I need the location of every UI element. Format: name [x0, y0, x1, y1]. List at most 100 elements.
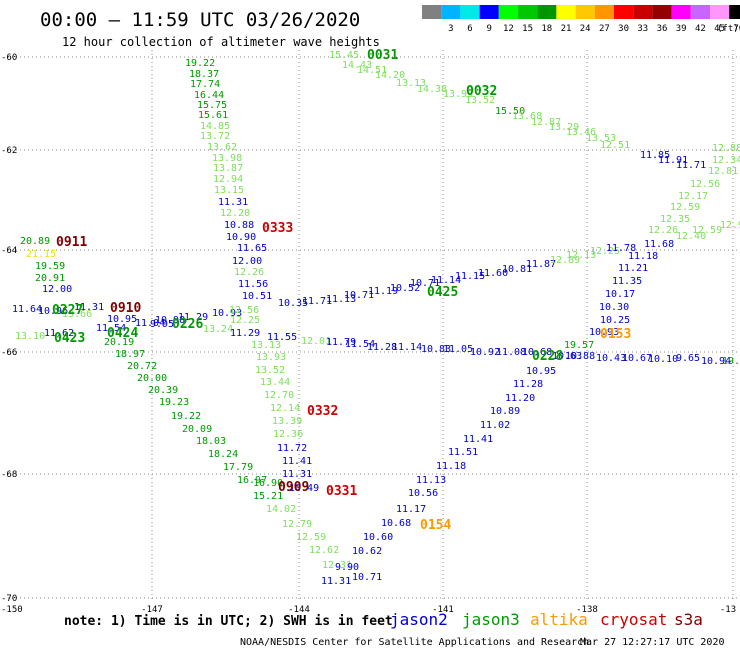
- swh-value: 11.19: [368, 286, 398, 297]
- swh-value: 11.71: [676, 160, 706, 171]
- satellite-legend-item: jason3: [462, 610, 520, 629]
- map-title: 00:00 – 11:59 UTC 03/26/2020: [40, 9, 360, 31]
- swh-value: 11.08: [496, 347, 526, 358]
- latitude-label: -60: [1, 53, 17, 63]
- swh-value: 14.43: [342, 60, 372, 71]
- swh-value: 10.17: [605, 289, 635, 300]
- footer-credit: NOAA/NESDIS Center for Satellite Applica…: [240, 637, 589, 648]
- swh-value: 20.91: [35, 273, 65, 284]
- swh-value: 10.95: [107, 314, 137, 325]
- legend-swatch: [729, 5, 740, 19]
- legend-tick-label: 15: [522, 24, 533, 34]
- swh-value: 11.60: [478, 268, 508, 279]
- track-label: 0031: [367, 48, 398, 63]
- swh-value: 12.26: [648, 225, 678, 236]
- swh-value: 19.23: [159, 397, 189, 408]
- latitude-label: -62: [1, 146, 17, 156]
- swh-value: 10.88: [565, 351, 595, 362]
- legend-swatch: [460, 5, 480, 19]
- swh-value: 11.17: [396, 504, 426, 515]
- swh-value: 18.97: [115, 349, 145, 360]
- swh-value: 12.01: [301, 336, 331, 347]
- legend-swatch: [556, 5, 576, 19]
- swh-value: 11.18: [628, 251, 658, 262]
- swh-value: 11.02: [480, 420, 510, 431]
- swh-value: 17.79: [223, 462, 253, 473]
- track-label: 0032: [466, 84, 497, 99]
- legend-tick-label: 33: [637, 24, 648, 34]
- swh-value: 10.71: [352, 572, 382, 583]
- legend-tick-label: 36: [657, 24, 668, 34]
- swh-value: 11.14: [431, 275, 461, 286]
- swh-value: 12.26: [234, 267, 264, 278]
- swh-value: 14.51: [357, 65, 387, 76]
- swh-value: 13.87: [213, 163, 243, 174]
- legend-tick-label: 24: [580, 24, 591, 34]
- swh-value: 11.64: [12, 304, 42, 315]
- swh-value: 11.91: [658, 155, 688, 166]
- swh-value: 14.85: [200, 121, 230, 132]
- legend-tick-label: 18: [541, 24, 552, 34]
- swh-value: 11.21: [618, 263, 648, 274]
- swh-value: 11.18: [436, 461, 466, 472]
- swh-value: 12.93: [720, 220, 740, 231]
- swh-value: 11.04: [135, 318, 165, 329]
- legend-tick-label: 21: [561, 24, 572, 34]
- track-id-labels: 0031 0032 0333 0911 0910 0227 0423 0424 0226 0425…: [52, 48, 631, 533]
- swh-value: 11.28: [367, 342, 397, 353]
- swh-value: 10.95: [526, 366, 556, 377]
- swh-value: 10.90: [226, 232, 256, 243]
- swh-value: 11.14: [392, 342, 422, 353]
- track-label: 0226: [172, 317, 203, 332]
- swh-value: 20.00: [137, 373, 167, 384]
- swh-value: 12.79: [282, 519, 312, 530]
- track-label: 0423: [54, 331, 85, 346]
- swh-value: 9.95: [150, 319, 174, 330]
- track-label: 0154: [420, 518, 451, 533]
- swh-value: 11.78: [606, 243, 636, 254]
- swh-value: 10.62: [352, 546, 382, 557]
- swh-value: 10.96: [38, 306, 68, 317]
- legend-swatch: [671, 5, 691, 19]
- wave-height-observations: 15.4514.4314.5114.2013.1314.3813.9313.52…: [12, 50, 740, 587]
- swh-value: 10.60: [363, 532, 393, 543]
- swh-value: 13.68: [512, 111, 542, 122]
- swh-value: 15.75: [197, 100, 227, 111]
- swh-value: 10.89: [490, 406, 520, 417]
- swh-value: 11.20: [505, 393, 535, 404]
- swh-value: 10.51: [242, 291, 272, 302]
- latitude-label: -68: [1, 470, 17, 480]
- swh-value: 12.25: [590, 246, 620, 257]
- swh-value: 13.62: [207, 142, 237, 153]
- swh-value: 16.44: [194, 90, 224, 101]
- swh-value: 11.31: [74, 302, 104, 313]
- legend-tick-label: 42: [695, 24, 706, 34]
- swh-value: 11.35: [612, 276, 642, 287]
- swh-value: 10.43: [596, 353, 626, 364]
- longitude-label: -147: [141, 605, 163, 615]
- swh-value: 10.71: [344, 290, 374, 301]
- swh-value: 20.39: [148, 385, 178, 396]
- track-label: 0333: [262, 221, 293, 236]
- swh-value: 11.55: [267, 332, 297, 343]
- legend-tick-label: 45: [714, 24, 725, 34]
- swh-value: 11.41: [282, 456, 312, 467]
- legend-tick-label: 27: [599, 24, 610, 34]
- legend-swatch: [575, 5, 595, 19]
- swh-value: 11.68: [644, 239, 674, 250]
- legend-swatch: [518, 5, 538, 19]
- track-label: 0425: [427, 285, 458, 300]
- track-label: 0911: [56, 235, 87, 250]
- swh-value: 12.34: [712, 155, 740, 166]
- swh-value: 13.98: [212, 153, 242, 164]
- swh-value: 18.03: [196, 436, 226, 447]
- swh-value: 12.87: [531, 117, 561, 128]
- longitude-label: -141: [432, 605, 454, 615]
- swh-value: 20.09: [182, 424, 212, 435]
- legend-swatch: [710, 5, 730, 19]
- swh-value: 11.13: [326, 294, 356, 305]
- legend-swatch: [422, 5, 442, 19]
- swh-value: 10.49: [289, 483, 319, 494]
- swh-value: 15.45: [329, 50, 359, 61]
